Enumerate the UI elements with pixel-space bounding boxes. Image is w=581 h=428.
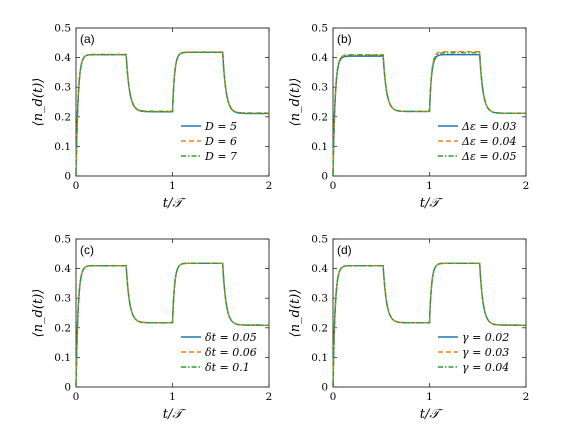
y-tick-label: 0.5 bbox=[311, 23, 328, 35]
y-tick-label: 0 bbox=[321, 382, 328, 394]
y-axis-label: ⟨n_d(t)⟩ bbox=[288, 78, 303, 127]
y-tick-label: 0.2 bbox=[311, 111, 328, 123]
y-tick-label: 0.4 bbox=[54, 263, 71, 275]
x-tick-label: 2 bbox=[266, 391, 273, 403]
y-tick-label: 0.4 bbox=[54, 52, 71, 64]
series-line-3 bbox=[332, 52, 526, 177]
panel-label: (c) bbox=[80, 243, 94, 257]
x-tick-label: 0 bbox=[330, 391, 337, 403]
x-axis-label: t/𝒯 bbox=[163, 407, 187, 422]
y-tick-label: 0.5 bbox=[54, 234, 71, 246]
x-tick-label: 1 bbox=[426, 391, 433, 403]
panel-c: 0 0.1 0.2 0.3 0.4 0.5 0 1 2 t/𝒯 ⟨n_d(t)⟩ (c) δt = 0.… bbox=[31, 234, 272, 423]
panel-label: (a) bbox=[80, 32, 95, 46]
legend-entry-3: δt = 0.1 bbox=[205, 361, 250, 374]
series-line-3 bbox=[332, 262, 526, 388]
panel-a: 0 0.1 0.2 0.3 0.4 0.5 0 1 2 t/𝒯 ⟨n_d(t)⟩ (a) D = 5 D … bbox=[31, 23, 272, 212]
x-tick-label: 2 bbox=[523, 391, 530, 403]
y-axis-label: ⟨n_d(t)⟩ bbox=[288, 289, 303, 338]
legend-entry-1: δt = 0.05 bbox=[205, 331, 257, 344]
legend-entry-1: Δε = 0.03 bbox=[461, 120, 517, 133]
legend-entry-2: δt = 0.06 bbox=[205, 346, 257, 359]
y-tick-label: 0.2 bbox=[54, 322, 71, 334]
y-tick-label: 0.2 bbox=[311, 322, 328, 334]
x-axis-label: t/𝒯 bbox=[420, 407, 444, 422]
legend-entry-2: Δε = 0.04 bbox=[461, 135, 517, 148]
series-line-3 bbox=[75, 51, 269, 177]
y-tick-label: 0.1 bbox=[311, 352, 328, 364]
y-tick-label: 0.3 bbox=[54, 82, 71, 94]
panel-label: (b) bbox=[337, 32, 352, 46]
y-tick-label: 0 bbox=[64, 171, 71, 183]
y-tick-label: 0 bbox=[64, 382, 71, 394]
y-tick-label: 0.5 bbox=[54, 23, 71, 35]
x-tick-label: 0 bbox=[73, 391, 80, 403]
x-tick-label: 0 bbox=[73, 180, 80, 192]
legend-entry-3: Δε = 0.05 bbox=[461, 150, 517, 163]
y-tick-label: 0.3 bbox=[54, 293, 71, 305]
legend-entry-1: γ = 0.02 bbox=[462, 331, 509, 344]
y-tick-label: 0.3 bbox=[311, 82, 328, 94]
legend-entry-3: γ = 0.04 bbox=[462, 361, 509, 374]
x-tick-label: 1 bbox=[426, 180, 433, 192]
legend-entry-1: D = 5 bbox=[204, 120, 237, 133]
y-tick-label: 0.3 bbox=[311, 293, 328, 305]
x-tick-label: 2 bbox=[523, 180, 530, 192]
x-tick-label: 1 bbox=[169, 180, 176, 192]
y-tick-label: 0.2 bbox=[54, 111, 71, 123]
legend-entry-3: D = 7 bbox=[204, 150, 237, 163]
x-tick-label: 0 bbox=[330, 180, 337, 192]
panel-label: (d) bbox=[337, 243, 352, 257]
y-tick-label: 0.4 bbox=[311, 263, 328, 275]
y-tick-label: 0 bbox=[321, 171, 328, 183]
x-tick-label: 1 bbox=[169, 391, 176, 403]
y-tick-label: 0.5 bbox=[311, 234, 328, 246]
series-line-2 bbox=[75, 51, 269, 177]
panel-b: 0 0.1 0.2 0.3 0.4 0.5 0 1 2 t/𝒯 ⟨n_d(t)⟩ (b) Δε = 0.… bbox=[288, 23, 529, 212]
x-tick-label: 2 bbox=[266, 180, 273, 192]
y-axis-label: ⟨n_d(t)⟩ bbox=[31, 289, 46, 338]
x-axis-label: t/𝒯 bbox=[420, 196, 444, 211]
y-tick-label: 0.4 bbox=[311, 52, 328, 64]
series-line-1 bbox=[75, 51, 269, 177]
y-tick-label: 0.1 bbox=[311, 141, 328, 153]
panel-d: 0 0.1 0.2 0.3 0.4 0.5 0 1 2 t/𝒯 ⟨n_d(t)⟩ (d) γ = 0.0… bbox=[288, 234, 529, 423]
y-tick-label: 0.1 bbox=[54, 141, 71, 153]
series-line-3 bbox=[75, 262, 269, 388]
legend-entry-2: D = 6 bbox=[204, 135, 237, 148]
legend-entry-2: γ = 0.03 bbox=[462, 346, 509, 359]
y-axis-label: ⟨n_d(t)⟩ bbox=[31, 78, 46, 127]
x-axis-label: t/𝒯 bbox=[163, 196, 187, 211]
y-tick-label: 0.1 bbox=[54, 352, 71, 364]
